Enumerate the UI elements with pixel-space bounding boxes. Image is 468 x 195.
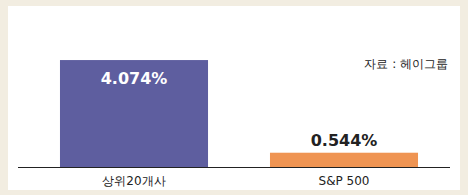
panel [8, 6, 460, 190]
bars [60, 60, 418, 167]
category-label: S&P 500 [319, 174, 370, 188]
chart: 4.074% 0.544% 상위20개사 S&P 500 자료 : 헤이그룹 [0, 0, 468, 195]
category-label: 상위20개사 [102, 174, 165, 188]
baseline [18, 167, 450, 168]
bar [60, 60, 208, 167]
data-label: 4.074% [101, 69, 168, 88]
data-label: 0.544% [311, 131, 378, 150]
bar [270, 153, 418, 167]
source-note: 자료 : 헤이그룹 [364, 57, 448, 71]
